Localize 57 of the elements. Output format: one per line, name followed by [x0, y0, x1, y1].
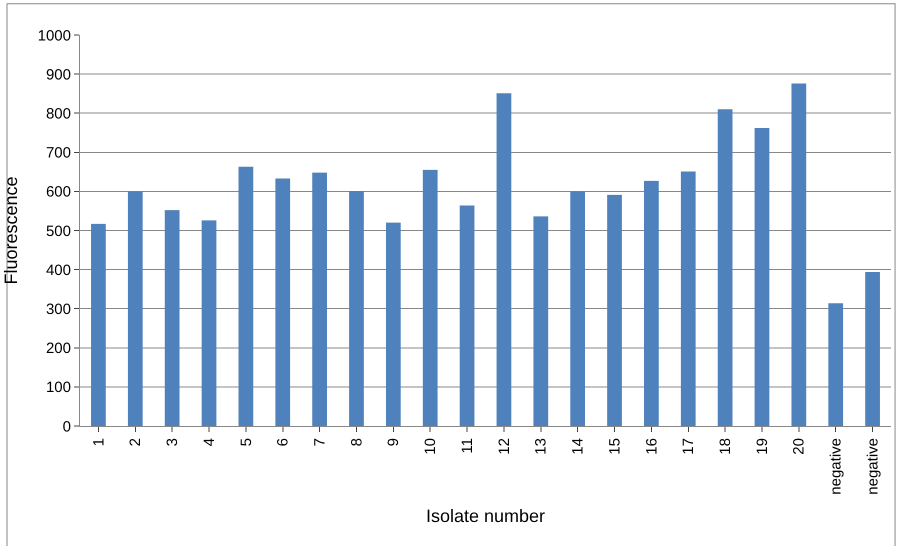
y-tick-label: 100	[46, 379, 71, 396]
x-tick-label: 19	[754, 438, 771, 455]
bar	[791, 83, 806, 426]
y-tick-label: 900	[46, 66, 71, 84]
y-tick-label: 1000	[38, 27, 71, 44]
bar	[349, 191, 364, 426]
bar	[275, 178, 290, 426]
bar	[386, 222, 401, 426]
x-tick-label: 13	[532, 438, 550, 455]
bar	[91, 224, 106, 426]
x-tick-label: 7	[311, 438, 328, 446]
y-tick-label: 300	[46, 300, 71, 318]
bar	[680, 171, 696, 426]
x-tick-label: 11	[458, 438, 476, 454]
x-tick-label: 15	[606, 438, 624, 455]
bar	[533, 216, 548, 426]
x-tick-label: 4	[200, 438, 218, 446]
y-tick-label: 800	[46, 105, 71, 122]
bar	[718, 109, 732, 426]
bar	[607, 194, 622, 426]
bar	[128, 191, 143, 426]
x-tick-label: 17	[680, 438, 698, 455]
x-tick-label: 16	[643, 438, 660, 455]
x-tick-label: 14	[570, 438, 587, 455]
bar	[164, 210, 180, 426]
bar	[422, 170, 438, 426]
x-axis-title: Isolate number	[426, 506, 546, 526]
x-tick-label: 5	[238, 438, 255, 446]
x-tick-label: 6	[274, 438, 292, 446]
bar	[570, 191, 586, 426]
bar	[754, 128, 770, 426]
bar	[828, 303, 844, 426]
x-tick-label: 1	[90, 438, 108, 446]
bar	[496, 93, 512, 426]
x-tick-label: 18	[716, 438, 734, 455]
x-tick-label: 12	[496, 438, 513, 455]
bar	[202, 220, 216, 426]
x-tick-label: negative	[864, 438, 882, 495]
y-tick-label: 0	[62, 418, 71, 436]
x-tick-label: negative	[828, 438, 845, 495]
y-axis-title: Fluorescence	[0, 176, 21, 285]
y-tick-label: 700	[46, 144, 71, 162]
x-tick-label: 2	[127, 438, 144, 446]
x-tick-label: 10	[422, 438, 440, 455]
bar	[865, 272, 880, 426]
y-tick-label: 200	[46, 340, 71, 358]
bar	[238, 166, 254, 426]
x-tick-label: 20	[790, 438, 808, 455]
x-tick-label: 9	[385, 438, 402, 446]
x-tick-label: 8	[348, 438, 366, 446]
bar	[312, 172, 327, 426]
bar	[460, 205, 474, 426]
bar	[644, 180, 659, 426]
y-tick-label: 500	[46, 222, 71, 240]
y-tick-label: 400	[46, 262, 71, 279]
x-tick-label: 3	[164, 438, 182, 446]
y-tick-label: 600	[46, 184, 71, 201]
